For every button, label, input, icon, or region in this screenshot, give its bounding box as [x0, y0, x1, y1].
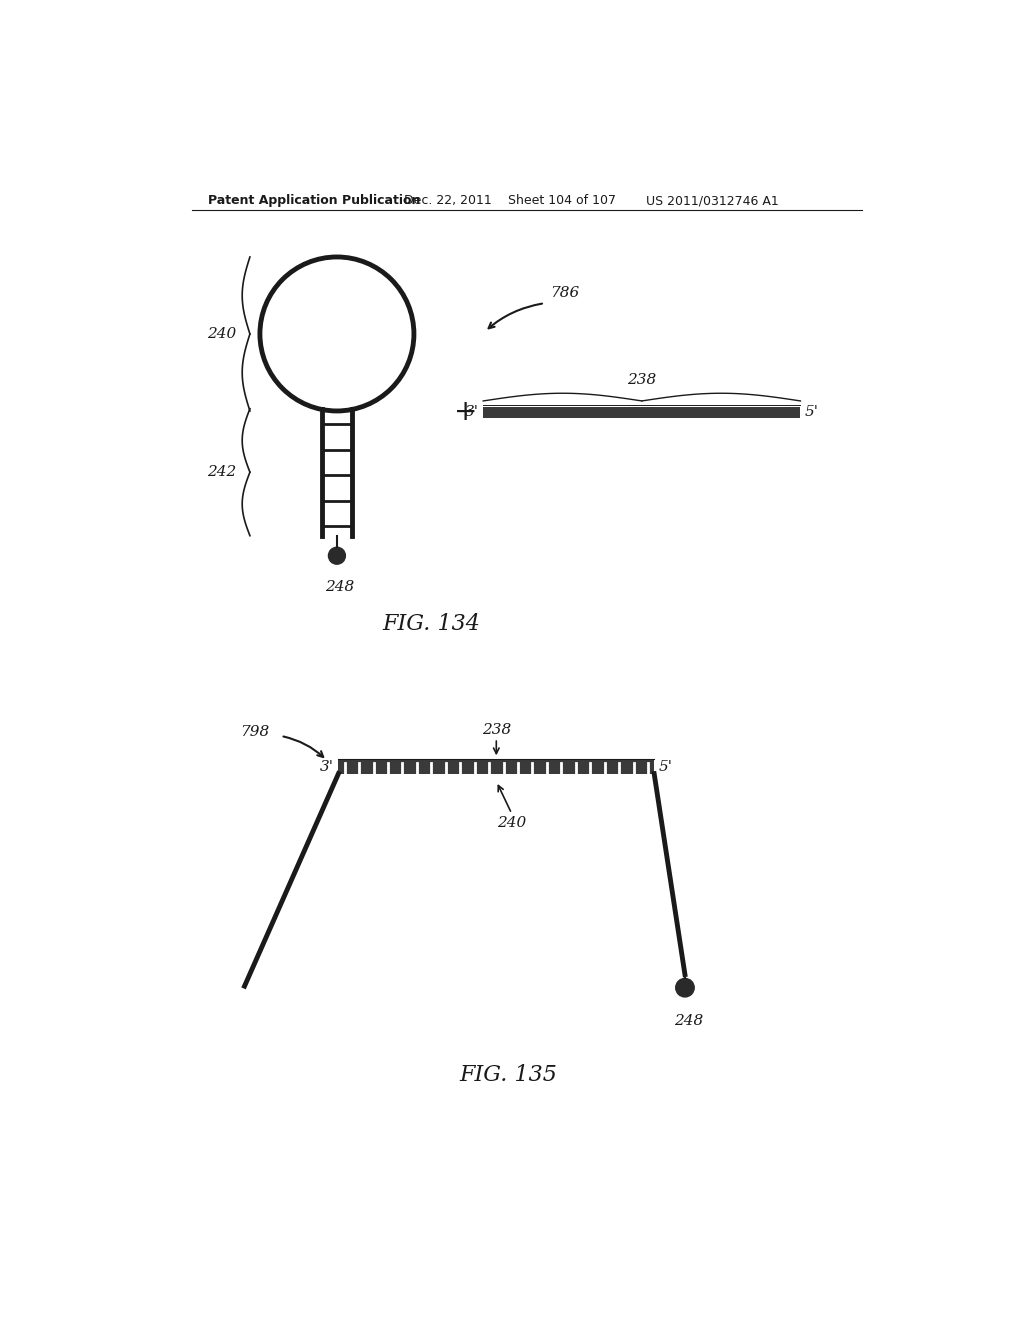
Text: 786: 786	[550, 286, 580, 300]
Text: Dec. 22, 2011: Dec. 22, 2011	[403, 194, 492, 207]
Text: FIG. 134: FIG. 134	[382, 614, 480, 635]
Circle shape	[329, 548, 345, 564]
FancyBboxPatch shape	[339, 760, 654, 774]
Text: 242: 242	[207, 465, 237, 479]
Circle shape	[676, 978, 694, 997]
Text: +: +	[454, 399, 477, 426]
Text: 240: 240	[497, 816, 526, 830]
Text: US 2011/0312746 A1: US 2011/0312746 A1	[646, 194, 779, 207]
Text: 238: 238	[481, 722, 511, 737]
Text: 798: 798	[240, 725, 269, 739]
Text: 5': 5'	[805, 405, 819, 420]
Text: 238: 238	[628, 374, 656, 387]
Text: 248: 248	[674, 1014, 703, 1028]
Text: Sheet 104 of 107: Sheet 104 of 107	[508, 194, 615, 207]
Text: 3': 3'	[319, 760, 334, 774]
Text: 3': 3'	[465, 405, 478, 420]
FancyBboxPatch shape	[483, 407, 801, 418]
Text: FIG. 135: FIG. 135	[459, 1064, 557, 1085]
Text: Patent Application Publication: Patent Application Publication	[208, 194, 420, 207]
Text: 248: 248	[325, 579, 354, 594]
Text: 5': 5'	[658, 760, 673, 774]
Text: 240: 240	[207, 327, 237, 341]
